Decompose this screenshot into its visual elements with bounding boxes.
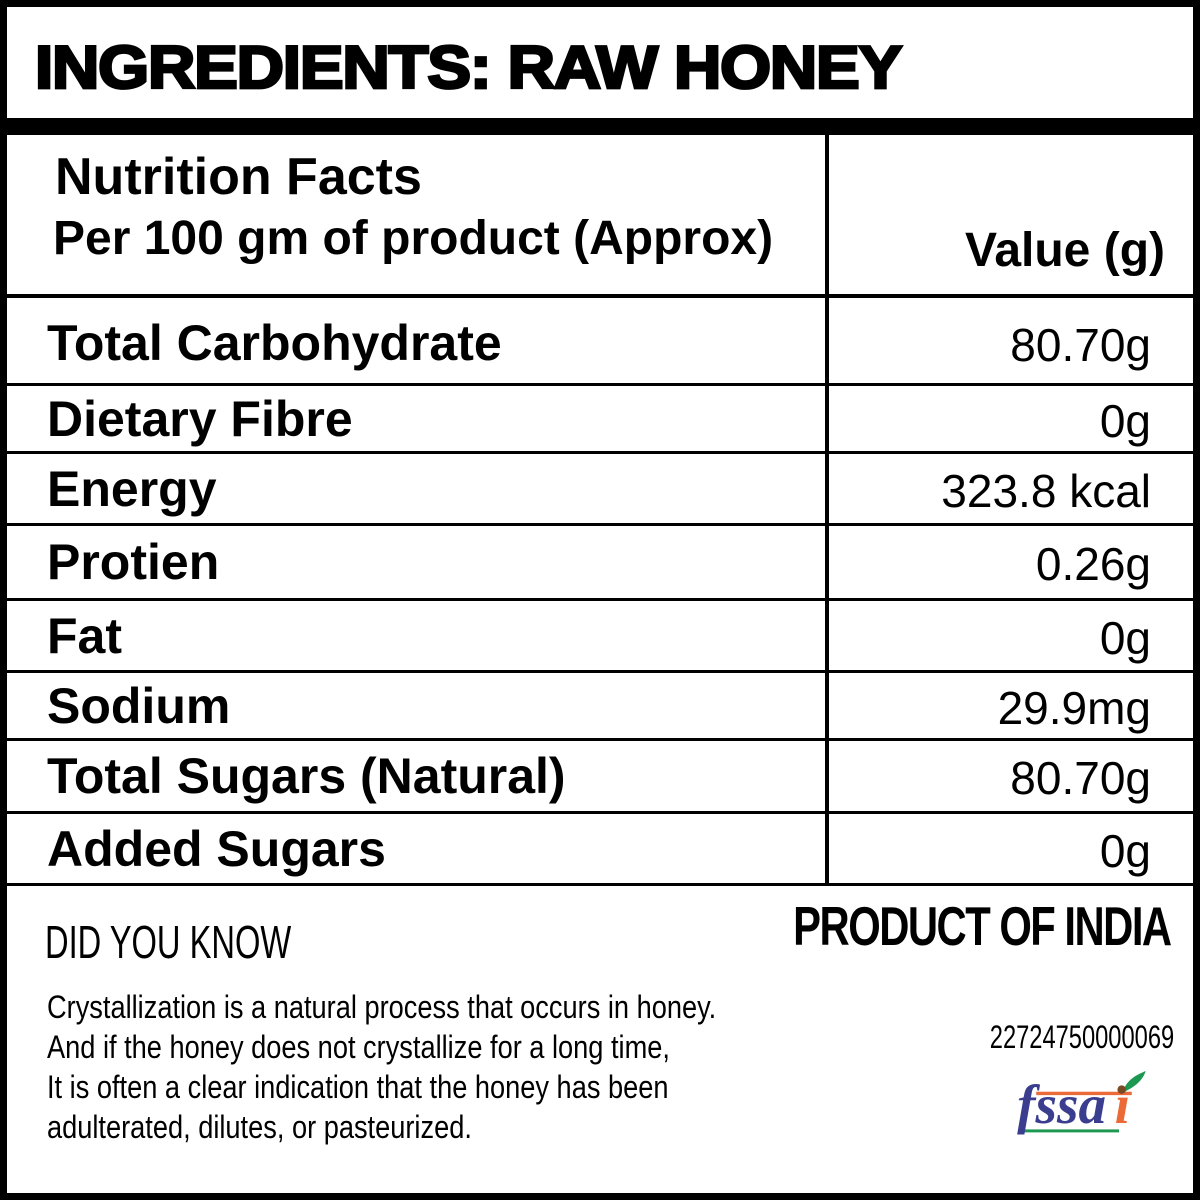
svg-text:fssa: fssa [1017, 1074, 1106, 1135]
